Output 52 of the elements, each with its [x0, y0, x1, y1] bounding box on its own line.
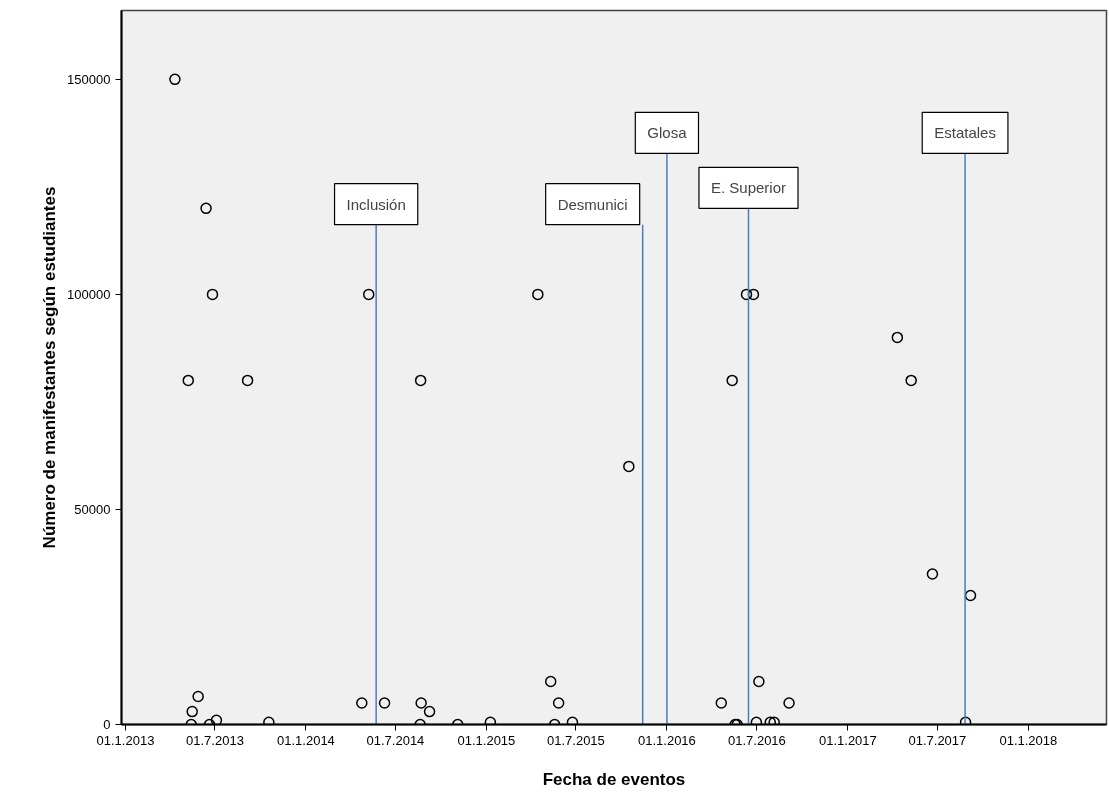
x-tick-label: 01.1.2016 — [637, 732, 696, 748]
point — [200, 202, 212, 215]
point — [356, 697, 368, 709]
point — [532, 288, 544, 301]
point — [378, 697, 391, 709]
point — [241, 374, 254, 387]
point — [740, 288, 753, 301]
point — [905, 374, 917, 387]
point — [186, 705, 198, 718]
ref-line-label: Estatales — [934, 124, 996, 142]
point — [544, 675, 557, 688]
y-tick-label: 50000 — [74, 501, 111, 517]
point — [362, 288, 375, 301]
point — [926, 568, 939, 580]
x-tick-label: 01.1.2014 — [277, 732, 335, 748]
ref-line-label: Desmunici — [557, 195, 628, 213]
point — [747, 288, 760, 301]
x-tick-label: 01.1.2018 — [999, 732, 1058, 748]
point — [182, 374, 194, 387]
point — [415, 697, 427, 709]
point — [783, 697, 795, 709]
point — [623, 460, 635, 473]
point — [423, 705, 436, 718]
ref-line-label: Glosa — [647, 124, 688, 142]
y-tick-label: 100000 — [67, 286, 111, 302]
x-axis-title: Fecha de eventos — [542, 769, 686, 789]
point — [192, 690, 204, 703]
ref-line-label: Inclusión — [346, 195, 406, 213]
x-tick-label: 01.1.2017 — [818, 732, 877, 748]
y-tick-label: 150000 — [67, 71, 111, 87]
point — [414, 374, 427, 387]
point — [552, 697, 565, 709]
y-axis-title: Número de manifestantes según estudiantes — [40, 186, 60, 549]
point — [768, 716, 780, 725]
point — [210, 714, 223, 725]
x-tick-label: 01.1.2015 — [457, 732, 516, 748]
point — [206, 288, 219, 301]
point — [891, 331, 904, 344]
ref-line-label: E. Superior — [710, 179, 787, 197]
x-tick-label: 01.7.2014 — [366, 732, 425, 748]
point — [964, 589, 977, 602]
point — [263, 716, 275, 725]
point — [753, 675, 765, 688]
x-tick-label: 01.7.2016 — [727, 732, 786, 748]
point — [726, 374, 738, 387]
point — [169, 73, 181, 86]
x-tick-label: 01.7.2015 — [547, 732, 605, 748]
x-tick-label: 01.7.2017 — [908, 732, 967, 748]
x-tick-label: 01.7.2013 — [186, 732, 244, 748]
point — [715, 697, 728, 709]
y-tick-label: 0 — [103, 717, 111, 732]
x-tick-label: 01.1.2013 — [96, 732, 155, 748]
